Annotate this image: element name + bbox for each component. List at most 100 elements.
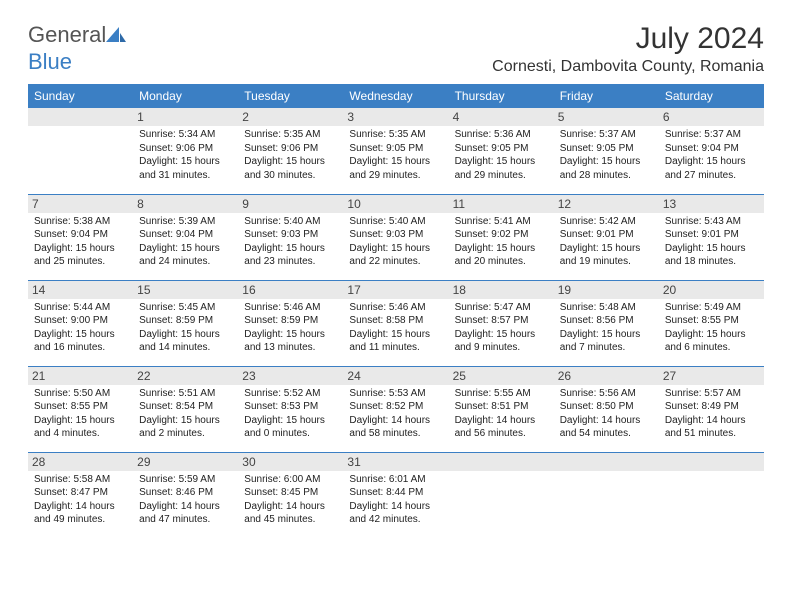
calendar-cell: 13Sunrise: 5:43 AMSunset: 9:01 PMDayligh… bbox=[659, 194, 764, 280]
sunrise-text: Sunrise: 5:35 AM bbox=[244, 128, 337, 142]
sunrise-text: Sunrise: 5:55 AM bbox=[455, 387, 548, 401]
day-info: Sunrise: 5:59 AMSunset: 8:46 PMDaylight:… bbox=[139, 473, 232, 527]
day-info: Sunrise: 5:37 AMSunset: 9:05 PMDaylight:… bbox=[560, 128, 653, 182]
day-header-row: Sunday Monday Tuesday Wednesday Thursday… bbox=[28, 84, 764, 108]
calendar-cell: 26Sunrise: 5:56 AMSunset: 8:50 PMDayligh… bbox=[554, 366, 659, 452]
day-number: 22 bbox=[133, 367, 238, 385]
daylight-text: Daylight: 14 hours and 54 minutes. bbox=[560, 414, 653, 441]
calendar-cell: 6Sunrise: 5:37 AMSunset: 9:04 PMDaylight… bbox=[659, 108, 764, 194]
daylight-text: Daylight: 15 hours and 29 minutes. bbox=[455, 155, 548, 182]
sunset-text: Sunset: 9:04 PM bbox=[139, 228, 232, 242]
day-number: 28 bbox=[28, 453, 133, 471]
day-info: Sunrise: 5:41 AMSunset: 9:02 PMDaylight:… bbox=[455, 215, 548, 269]
day-number: 5 bbox=[554, 108, 659, 126]
sunset-text: Sunset: 8:46 PM bbox=[139, 486, 232, 500]
day-number: 19 bbox=[554, 281, 659, 299]
calendar-cell: 9Sunrise: 5:40 AMSunset: 9:03 PMDaylight… bbox=[238, 194, 343, 280]
day-number: 17 bbox=[343, 281, 448, 299]
sunset-text: Sunset: 8:47 PM bbox=[34, 486, 127, 500]
sunrise-text: Sunrise: 5:47 AM bbox=[455, 301, 548, 315]
sunset-text: Sunset: 8:49 PM bbox=[665, 400, 758, 414]
calendar-table: Sunday Monday Tuesday Wednesday Thursday… bbox=[28, 84, 764, 538]
calendar-cell: 23Sunrise: 5:52 AMSunset: 8:53 PMDayligh… bbox=[238, 366, 343, 452]
daylight-text: Daylight: 15 hours and 27 minutes. bbox=[665, 155, 758, 182]
sunrise-text: Sunrise: 6:01 AM bbox=[349, 473, 442, 487]
daylight-text: Daylight: 15 hours and 20 minutes. bbox=[455, 242, 548, 269]
day-number bbox=[28, 108, 133, 126]
daylight-text: Daylight: 15 hours and 9 minutes. bbox=[455, 328, 548, 355]
day-number: 4 bbox=[449, 108, 554, 126]
calendar-cell: 18Sunrise: 5:47 AMSunset: 8:57 PMDayligh… bbox=[449, 280, 554, 366]
calendar-cell: 8Sunrise: 5:39 AMSunset: 9:04 PMDaylight… bbox=[133, 194, 238, 280]
sunrise-text: Sunrise: 5:37 AM bbox=[560, 128, 653, 142]
sunrise-text: Sunrise: 5:40 AM bbox=[349, 215, 442, 229]
sunset-text: Sunset: 9:03 PM bbox=[349, 228, 442, 242]
calendar-cell: 27Sunrise: 5:57 AMSunset: 8:49 PMDayligh… bbox=[659, 366, 764, 452]
calendar-cell: 15Sunrise: 5:45 AMSunset: 8:59 PMDayligh… bbox=[133, 280, 238, 366]
day-info: Sunrise: 5:46 AMSunset: 8:59 PMDaylight:… bbox=[244, 301, 337, 355]
calendar-cell: 29 Sunrise: 5:59 AMSunset: 8:46 PMDayligh… bbox=[133, 452, 238, 538]
daylight-text: Daylight: 14 hours and 42 minutes. bbox=[349, 500, 442, 527]
day-number: 11 bbox=[449, 195, 554, 213]
day-info: Sunrise: 5:35 AMSunset: 9:06 PMDaylight:… bbox=[244, 128, 337, 182]
daylight-text: Daylight: 15 hours and 2 minutes. bbox=[139, 414, 232, 441]
day-info: Sunrise: 5:34 AMSunset: 9:06 PMDaylight:… bbox=[139, 128, 232, 182]
daylight-text: Daylight: 15 hours and 31 minutes. bbox=[139, 155, 232, 182]
sunset-text: Sunset: 8:56 PM bbox=[560, 314, 653, 328]
day-number: 29 bbox=[133, 453, 238, 471]
sunset-text: Sunset: 9:00 PM bbox=[34, 314, 127, 328]
sunset-text: Sunset: 8:59 PM bbox=[139, 314, 232, 328]
day-header: Friday bbox=[554, 84, 659, 108]
daylight-text: Daylight: 15 hours and 4 minutes. bbox=[34, 414, 127, 441]
calendar-cell: 25Sunrise: 5:55 AMSunset: 8:51 PMDayligh… bbox=[449, 366, 554, 452]
calendar-body: 1Sunrise: 5:34 AMSunset: 9:06 PMDaylight… bbox=[28, 108, 764, 538]
day-number: 6 bbox=[659, 108, 764, 126]
sunset-text: Sunset: 8:51 PM bbox=[455, 400, 548, 414]
sunrise-text: Sunrise: 5:56 AM bbox=[560, 387, 653, 401]
sunset-text: Sunset: 8:54 PM bbox=[139, 400, 232, 414]
day-info: Sunrise: 5:44 AMSunset: 9:00 PMDaylight:… bbox=[34, 301, 127, 355]
sunrise-text: Sunrise: 5:58 AM bbox=[34, 473, 127, 487]
calendar-cell: 17Sunrise: 5:46 AMSunset: 8:58 PMDayligh… bbox=[343, 280, 448, 366]
day-number: 14 bbox=[28, 281, 133, 299]
daylight-text: Daylight: 14 hours and 58 minutes. bbox=[349, 414, 442, 441]
day-number: 8 bbox=[133, 195, 238, 213]
sunset-text: Sunset: 8:53 PM bbox=[244, 400, 337, 414]
day-header: Sunday bbox=[28, 84, 133, 108]
day-number: 30 bbox=[238, 453, 343, 471]
calendar-week: 1Sunrise: 5:34 AMSunset: 9:06 PMDaylight… bbox=[28, 108, 764, 194]
day-number: 21 bbox=[28, 367, 133, 385]
sunrise-text: Sunrise: 5:41 AM bbox=[455, 215, 548, 229]
sunrise-text: Sunrise: 5:45 AM bbox=[139, 301, 232, 315]
day-number: 10 bbox=[343, 195, 448, 213]
calendar-cell: 14 Sunrise: 5:44 AMSunset: 9:00 PMDayligh… bbox=[28, 280, 133, 366]
calendar-cell: 2Sunrise: 5:35 AMSunset: 9:06 PMDaylight… bbox=[238, 108, 343, 194]
sunrise-text: Sunrise: 5:50 AM bbox=[34, 387, 127, 401]
sunset-text: Sunset: 9:01 PM bbox=[560, 228, 653, 242]
day-info: Sunrise: 5:58 AMSunset: 8:47 PMDaylight:… bbox=[34, 473, 127, 527]
sunset-text: Sunset: 9:05 PM bbox=[560, 142, 653, 156]
daylight-text: Daylight: 15 hours and 22 minutes. bbox=[349, 242, 442, 269]
logo-word2: Blue bbox=[28, 49, 72, 74]
day-number: 20 bbox=[659, 281, 764, 299]
logo-text: General Blue bbox=[28, 22, 126, 75]
daylight-text: Daylight: 15 hours and 11 minutes. bbox=[349, 328, 442, 355]
day-info: Sunrise: 5:43 AMSunset: 9:01 PMDaylight:… bbox=[665, 215, 758, 269]
sunset-text: Sunset: 9:06 PM bbox=[139, 142, 232, 156]
day-info: Sunrise: 5:52 AMSunset: 8:53 PMDaylight:… bbox=[244, 387, 337, 441]
day-info: Sunrise: 5:45 AMSunset: 8:59 PMDaylight:… bbox=[139, 301, 232, 355]
daylight-text: Daylight: 15 hours and 14 minutes. bbox=[139, 328, 232, 355]
sunrise-text: Sunrise: 5:40 AM bbox=[244, 215, 337, 229]
day-number bbox=[659, 453, 764, 471]
day-number: 3 bbox=[343, 108, 448, 126]
daylight-text: Daylight: 15 hours and 6 minutes. bbox=[665, 328, 758, 355]
sunrise-text: Sunrise: 5:43 AM bbox=[665, 215, 758, 229]
sunrise-text: Sunrise: 5:35 AM bbox=[349, 128, 442, 142]
day-info: Sunrise: 5:56 AMSunset: 8:50 PMDaylight:… bbox=[560, 387, 653, 441]
day-number: 12 bbox=[554, 195, 659, 213]
sunset-text: Sunset: 9:04 PM bbox=[665, 142, 758, 156]
daylight-text: Daylight: 15 hours and 30 minutes. bbox=[244, 155, 337, 182]
sunrise-text: Sunrise: 5:59 AM bbox=[139, 473, 232, 487]
sunrise-text: Sunrise: 5:51 AM bbox=[139, 387, 232, 401]
sunset-text: Sunset: 8:45 PM bbox=[244, 486, 337, 500]
